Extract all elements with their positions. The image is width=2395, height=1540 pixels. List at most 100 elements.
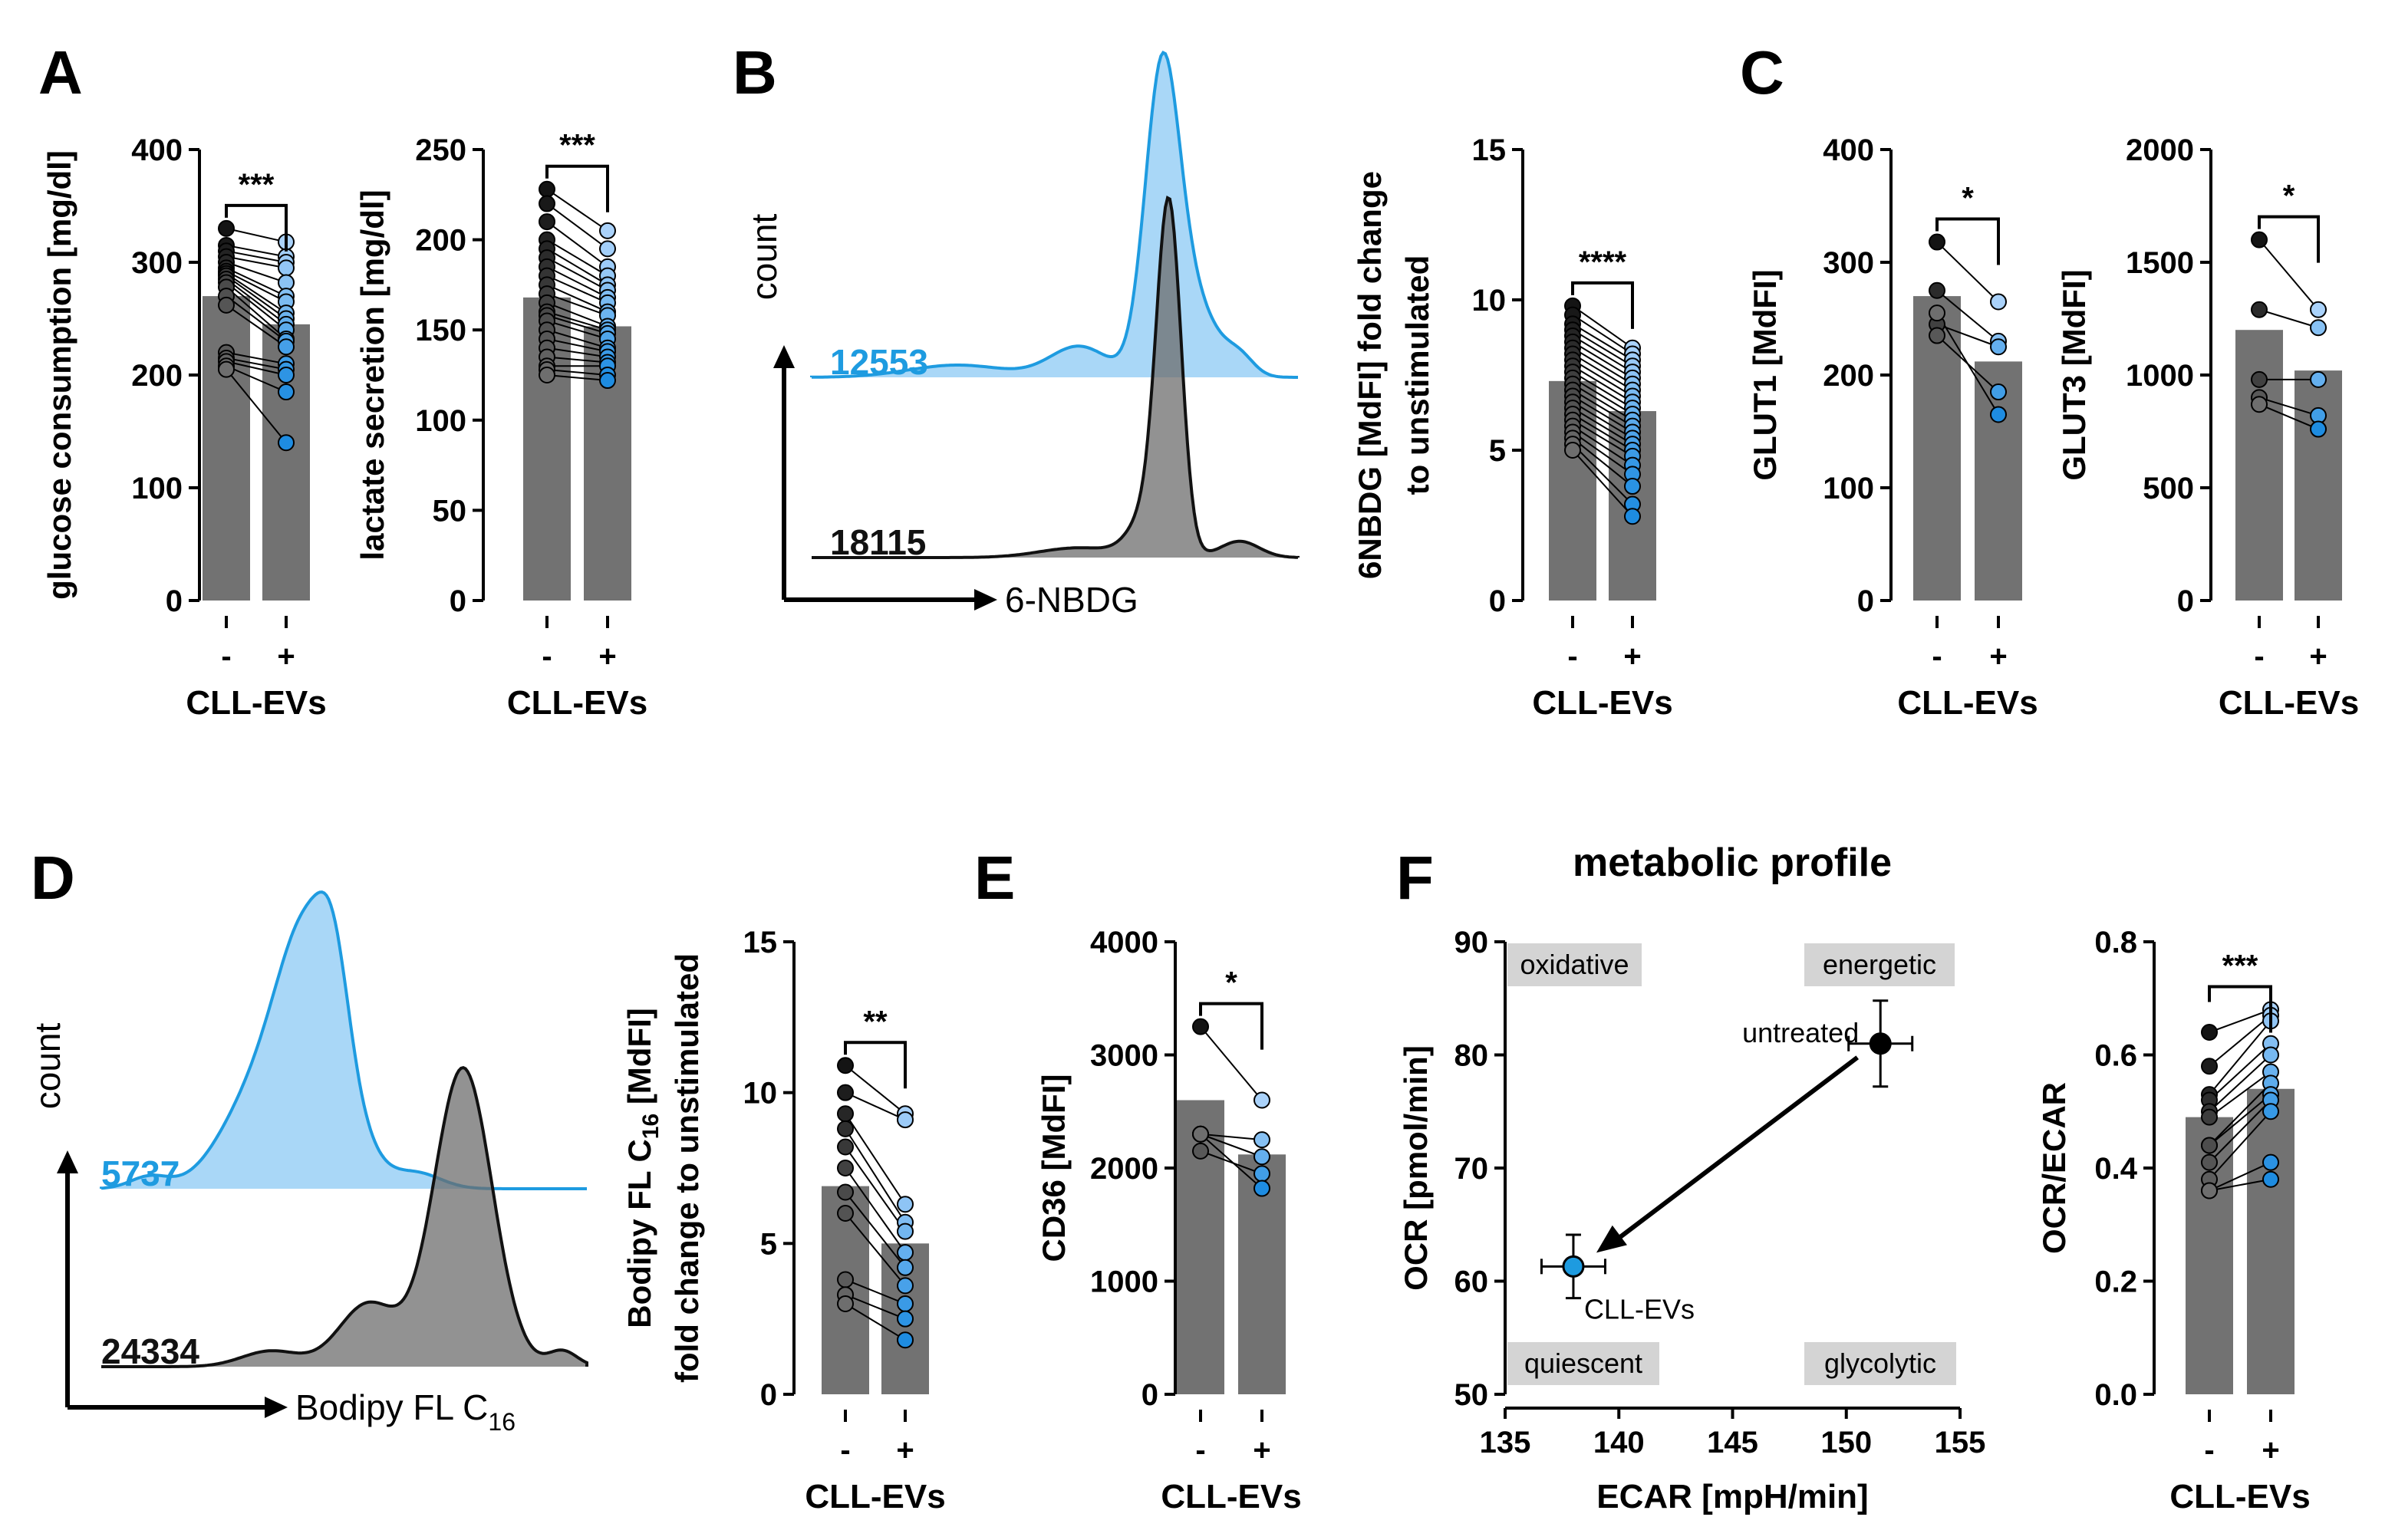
pair-line xyxy=(1572,365,1633,403)
pair-line xyxy=(2209,1178,2271,1192)
x-tick-label: + xyxy=(2262,1433,2279,1467)
x-tick-label: 145 xyxy=(1707,1426,1758,1459)
data-point-untreated xyxy=(2201,1182,2218,1199)
x-axis-label: CLL-EVs xyxy=(2169,1478,2310,1515)
pair-line xyxy=(226,244,287,258)
data-point-untreated xyxy=(2201,1024,2218,1041)
chart-f2: 0.0 0.2 0.4 0.6 0.8 - + CLL-EVs OCR/ECAR *** xyxy=(2036,926,2311,1515)
data-point-cll-evs xyxy=(897,1277,914,1295)
data-point-cll-evs xyxy=(897,1310,914,1328)
y-tick-label: 500 xyxy=(2143,472,2194,505)
y-tick-label: 0 xyxy=(2177,584,2194,618)
pair-line xyxy=(226,369,287,443)
panel-label-b: B xyxy=(733,38,777,107)
data-point-cll-evs xyxy=(2310,370,2327,388)
data-point-cll-evs xyxy=(897,1111,914,1129)
data-point-cll-evs xyxy=(1990,293,2007,311)
significance-label: * xyxy=(1962,182,1974,216)
panel-label-d: D xyxy=(31,844,75,912)
data-point-cll-evs xyxy=(897,1222,914,1240)
pair-line xyxy=(1200,1133,1263,1141)
data-point-untreated xyxy=(1929,233,1945,251)
point-label-cll-evs: CLL-EVs xyxy=(1584,1293,1695,1324)
pair-line xyxy=(1572,407,1633,446)
pair-line xyxy=(226,267,287,298)
x-tick-label: - xyxy=(840,1433,850,1467)
data-point-untreated xyxy=(218,360,235,378)
chart-b2: 0 5 10 15 - + CLL-EVs 6NBDG [MdFI] fold change t… xyxy=(1352,133,1673,722)
bar-untreated xyxy=(203,296,250,601)
x-axis-label: CLL-EVs xyxy=(805,1478,945,1515)
y-tick-label: 2000 xyxy=(2126,133,2194,167)
chart-a1: 0 100 200 300 400 - + CLL-EVs glucose consumptio… xyxy=(41,133,327,722)
panel-label-a: A xyxy=(38,38,83,107)
significance-bracket xyxy=(2258,215,2320,263)
pair-line xyxy=(226,295,287,342)
y-axis-label: 6NBDG [MdFI] fold change xyxy=(1352,171,1388,579)
chart-title: metabolic profile xyxy=(1573,841,1892,885)
histogram-fill-untreated xyxy=(812,198,1298,558)
pair-line xyxy=(546,188,608,232)
x-tick-label: + xyxy=(896,1433,914,1467)
pair-line xyxy=(1572,431,1633,475)
histogram-line-untreated xyxy=(101,1065,588,1368)
pair-line xyxy=(1572,383,1633,421)
pair-line xyxy=(226,365,287,393)
y-tick-label: 0.2 xyxy=(2094,1265,2137,1299)
chart-f1: metabolic profile oxidative energetic quies… xyxy=(1398,841,1985,1515)
data-point-untreated xyxy=(539,195,555,212)
pair-line xyxy=(1572,443,1633,505)
x-tick-label: + xyxy=(1989,640,2007,673)
pair-line xyxy=(2209,1071,2271,1118)
x-tick-label: 135 xyxy=(1480,1426,1531,1459)
data-point-cll-evs xyxy=(1254,1165,1270,1183)
y-axis-label: lactate secretion [mg/dl] xyxy=(354,189,390,560)
x-tick-label: + xyxy=(1623,640,1641,673)
data-point-cll-evs xyxy=(1624,508,1641,525)
pair-line xyxy=(2209,1094,2271,1147)
pair-line xyxy=(1572,401,1633,439)
data-point-untreated xyxy=(218,296,235,314)
data-point-untreated xyxy=(2251,396,2268,413)
x-tick-label: 150 xyxy=(1820,1426,1872,1459)
pair-line xyxy=(2209,1099,2271,1163)
pair-line xyxy=(1572,341,1633,379)
pair-line xyxy=(1936,312,1999,415)
quadrant-oxidative-label: oxidative xyxy=(1520,949,1629,980)
data-point-untreated xyxy=(837,1120,854,1137)
data-point-cll-evs xyxy=(278,434,295,452)
bar-cll-evs xyxy=(1975,361,2022,601)
significance-bracket xyxy=(225,203,288,252)
pair-line xyxy=(546,275,608,304)
y-arrow-head xyxy=(773,345,795,368)
data-point-cll-evs xyxy=(2310,301,2327,318)
data-point-untreated xyxy=(837,1160,854,1176)
y-tick-label: 100 xyxy=(415,404,466,438)
panel-label-e: E xyxy=(974,844,1015,912)
pair-line xyxy=(1200,1134,1263,1190)
pair-line xyxy=(845,1167,906,1253)
x-axis-label: CLL-EVs xyxy=(2219,684,2359,722)
histogram-fill-cll-evs xyxy=(101,892,587,1189)
data-point-cll-evs xyxy=(1990,406,2007,423)
y-tick-label: 50 xyxy=(1454,1378,1489,1412)
pair-line xyxy=(226,351,287,365)
pair-line xyxy=(226,281,287,331)
pair-line xyxy=(1936,289,1999,342)
shift-arrow xyxy=(1610,1055,1860,1245)
x-tick-label: 140 xyxy=(1593,1426,1645,1459)
pair-line xyxy=(1572,305,1633,349)
data-point-untreated xyxy=(2201,1153,2218,1171)
pair-line xyxy=(2258,308,2319,329)
pair-line xyxy=(226,270,287,303)
pair-line xyxy=(845,1091,906,1120)
pair-line xyxy=(1936,241,1999,303)
pair-line xyxy=(845,1278,906,1305)
significance-bracket xyxy=(1571,281,1634,329)
x-axis-label: ECAR [mpH/min] xyxy=(1596,1478,1868,1515)
x-arrow-head xyxy=(974,589,997,610)
pair-line xyxy=(546,293,608,317)
data-point-untreated xyxy=(837,1138,854,1156)
y-tick-label: 1000 xyxy=(2126,359,2194,393)
